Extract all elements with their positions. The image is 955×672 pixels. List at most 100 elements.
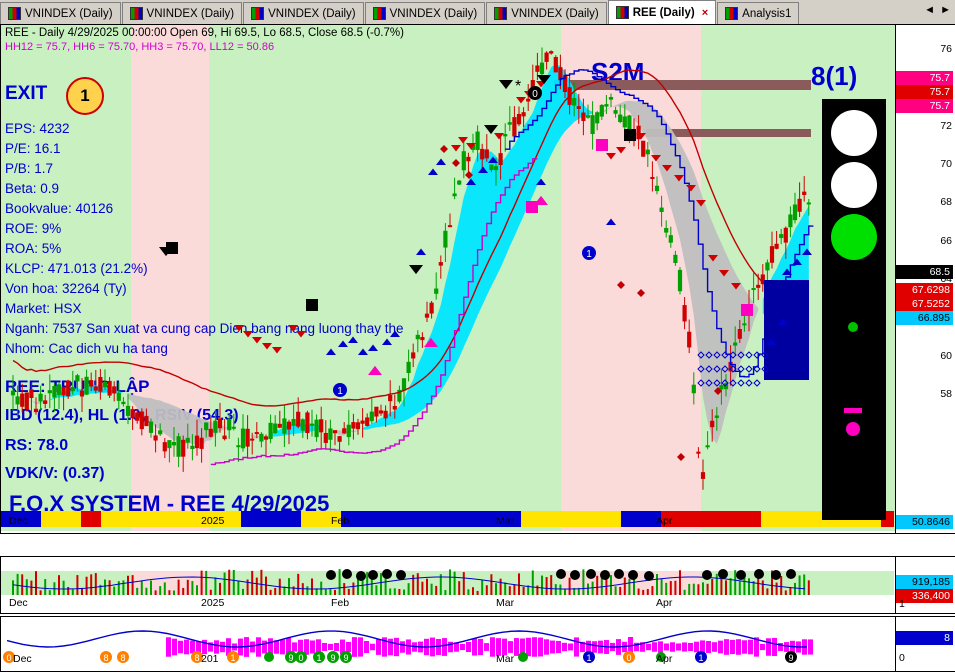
stat-line-2: P/B: 1.7 <box>5 161 54 176</box>
price-tick: 68 <box>940 196 952 209</box>
safety-axis-tick: 0 <box>899 652 905 664</box>
svg-text:8: 8 <box>103 653 108 663</box>
price-badge: 50.8646 <box>896 515 953 529</box>
volume-chart-svg <box>1 557 894 611</box>
tab-label: VNINDEX (Daily) <box>268 7 356 20</box>
traffic-dot-green <box>848 322 858 332</box>
traffic-bar-magenta <box>844 408 862 413</box>
price-tick: 72 <box>940 119 952 132</box>
stat-line-1: P/E: 16.1 <box>5 141 61 156</box>
price-tick: 60 <box>940 349 952 362</box>
tab-nav-arrows[interactable]: ◄ ► <box>924 4 952 16</box>
svg-text:9: 9 <box>288 653 293 663</box>
svg-text:9: 9 <box>788 653 793 663</box>
x-axis-label: Mar <box>496 515 515 527</box>
stat-line-4: Bookvalue: 40126 <box>5 201 114 216</box>
stat-line-9: Market: HSX <box>5 301 82 316</box>
tab-4[interactable]: VNINDEX (Daily) <box>486 2 607 24</box>
chart-icon <box>494 7 508 20</box>
chart-header-quote: REE - Daily 4/29/2025 00:00:00 Open 69, … <box>5 27 404 39</box>
price-chart-pane[interactable]: REE - Daily 4/29/2025 00:00:00 Open 69, … <box>0 24 897 534</box>
score-label: 8(1) <box>811 61 858 91</box>
x-axis-label: Dec <box>9 515 28 527</box>
regime-color-strip <box>1 511 894 527</box>
svg-text:1: 1 <box>230 653 235 663</box>
chart-icon <box>725 7 739 20</box>
resistance-band-2 <box>646 129 811 137</box>
volume-pane[interactable]: REE - Volume = 336,400.00 F.O.X SYSTEM T… <box>0 556 897 614</box>
stat-line-7: KLCP: 471.013 (21.2%) <box>5 261 148 276</box>
exit-label: EXIT <box>5 83 48 104</box>
stat-line-6: ROA: 5% <box>5 241 62 256</box>
chart-icon <box>8 7 21 20</box>
svg-text:1: 1 <box>316 653 321 663</box>
price-chart-svg: 1 1 1 0 * <box>10 47 814 490</box>
tab-label: VNINDEX (Daily) <box>25 7 113 20</box>
traffic-lamp-red <box>831 110 877 156</box>
volume-axis: 919,185 336,400 1 <box>895 556 955 614</box>
svg-text:9: 9 <box>343 653 348 663</box>
chart-icon <box>372 7 386 20</box>
tab-1[interactable]: VNINDEX (Daily) <box>121 2 243 24</box>
shade-green-1 <box>1 25 131 531</box>
price-badge: 66.895 <box>896 311 953 325</box>
volume-badge: 919,185 <box>896 575 953 589</box>
x-axis-label: Apr <box>656 515 673 527</box>
tab-0[interactable]: VNINDEX (Daily) <box>0 2 121 24</box>
resistance-band-1 <box>554 80 811 90</box>
close-icon[interactable]: × <box>701 6 709 19</box>
x-axis-label: Mar <box>496 653 515 665</box>
tab-label: Analysis1 <box>742 7 792 20</box>
svg-text:0: 0 <box>6 653 11 663</box>
x-axis-label: 2025 <box>201 597 225 609</box>
exit-signal-badge[interactable]: 1 <box>66 77 104 115</box>
svg-text:9: 9 <box>330 653 335 663</box>
traffic-light-widget <box>822 99 886 520</box>
traffic-lamp-yellow <box>831 162 877 208</box>
tab-label: VNINDEX (Daily) <box>146 7 235 20</box>
safety-pane[interactable]: REE - Muc do an toan = 8.00 088819019910… <box>0 616 897 672</box>
price-badge: 75.7 <box>896 99 953 113</box>
svg-text:0: 0 <box>626 653 631 663</box>
tab-label: VNINDEX (Daily) <box>511 7 599 20</box>
tab-bar: VNINDEX (Daily) VNINDEX (Daily) VNINDEX (D… <box>0 0 955 25</box>
tab-label: VNINDEX (Daily) <box>389 7 478 20</box>
x-axis-label: Feb <box>331 515 350 527</box>
price-badge: 67.6298 <box>896 283 953 297</box>
svg-text:8: 8 <box>120 653 125 663</box>
svg-text:0: 0 <box>298 653 303 663</box>
shade-green-2 <box>209 25 561 531</box>
chart-icon <box>251 7 265 20</box>
price-tick: 58 <box>940 388 952 401</box>
price-badge: 68.5 <box>896 265 953 279</box>
svg-text:1: 1 <box>698 653 703 663</box>
svg-text:*: * <box>515 78 521 95</box>
price-badge: 67.5252 <box>896 297 953 311</box>
stat-line-3: Beta: 0.9 <box>5 181 60 196</box>
x-axis-label: Apr <box>656 597 673 609</box>
price-tick: 76 <box>940 42 952 55</box>
traffic-dot-magenta <box>846 422 860 436</box>
x-axis-label: Dec <box>9 597 28 609</box>
price-tick: 64 <box>940 273 952 286</box>
tab-3[interactable]: VNINDEX (Daily) <box>364 2 486 24</box>
x-axis-label: Dec <box>13 653 32 665</box>
tab-6[interactable]: Analysis1 <box>717 2 800 24</box>
price-axis: 76747270686664626058 75.775.775.768.567.… <box>895 24 955 534</box>
x-axis-label: 201 <box>201 653 219 665</box>
chart-icon <box>615 6 629 19</box>
svg-text:1: 1 <box>586 653 591 663</box>
price-tick: 70 <box>940 158 952 170</box>
tab-label: REE (Daily) <box>632 6 695 19</box>
stat-line-5: ROE: 9% <box>5 221 62 236</box>
tab-2[interactable]: VNINDEX (Daily) <box>243 2 364 24</box>
x-axis-label: 2025 <box>201 515 225 527</box>
tab-5[interactable]: REE (Daily) × <box>607 0 717 24</box>
x-axis-label: Apr <box>656 653 673 665</box>
price-badge: 75.7 <box>896 85 953 99</box>
stat-line-8: Von hoa: 32264 (Ty) <box>5 281 127 296</box>
volume-badge: 336,400 <box>896 589 953 603</box>
chart-icon <box>129 7 143 20</box>
